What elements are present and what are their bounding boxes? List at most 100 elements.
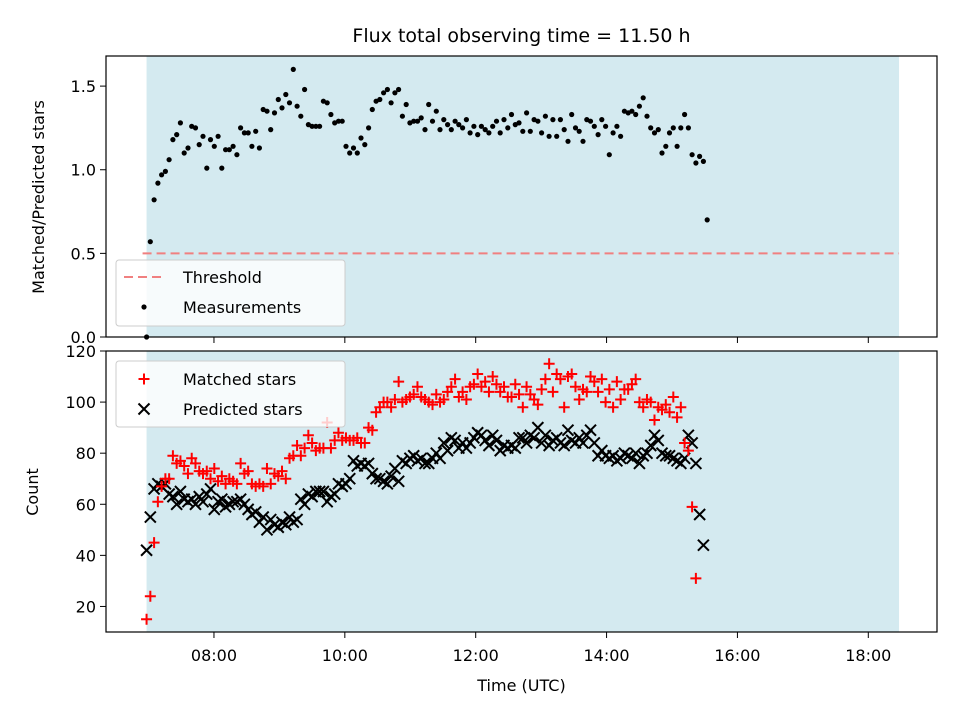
predicted-star-point	[659, 449, 672, 462]
predicted-star-point	[208, 503, 221, 516]
predicted-star-point	[144, 510, 157, 524]
measurement-point	[682, 111, 688, 118]
measurement-point	[527, 128, 533, 134]
matched-star-point	[216, 470, 228, 482]
matched-star-point	[536, 383, 548, 395]
matched-star-point	[679, 437, 691, 449]
matched-star-point	[648, 414, 660, 426]
measurement-point	[309, 123, 315, 129]
predicted-star-point	[166, 490, 180, 503]
matched-star-point	[690, 572, 702, 584]
matched-star-point	[205, 473, 217, 485]
measurement-point	[151, 197, 157, 203]
measurement-point	[283, 91, 289, 98]
measurement-point	[381, 90, 387, 96]
predicted-star-point	[697, 538, 710, 552]
measurement-point	[606, 152, 612, 158]
matched-star-point	[472, 368, 484, 380]
measurement-point	[226, 147, 232, 153]
top-legend-box	[115, 259, 346, 327]
predicted-star-point	[535, 436, 548, 450]
measurement-point	[358, 135, 364, 141]
measurement-point	[475, 132, 481, 138]
legend-matched-label: Matched stars	[183, 370, 296, 389]
predicted-star-point	[384, 469, 398, 483]
predicted-star-point	[633, 457, 646, 470]
matched-star-point	[630, 373, 642, 385]
measurement-point	[324, 100, 330, 106]
matched-star-point	[600, 396, 612, 408]
measurement-point	[587, 118, 594, 124]
measurement-point	[302, 86, 308, 93]
matched-star-point	[332, 427, 344, 439]
measurement-point	[636, 103, 643, 109]
measurement-point	[678, 125, 684, 131]
measurement-point	[520, 128, 526, 134]
top-panel: 0.0 0.5 1.0 1.5 Matched/Predicted stars Thr…	[29, 55, 938, 347]
matched-star-point	[645, 396, 657, 408]
bottom-legend: Matched stars Predicted stars	[115, 360, 346, 428]
matched-star-point	[393, 376, 405, 388]
matched-star-point	[325, 442, 337, 454]
measurement-point	[655, 127, 661, 133]
matched-star-point	[242, 465, 254, 477]
measurement-point	[463, 117, 469, 123]
matched-star-point	[430, 388, 442, 400]
measurement-point	[460, 125, 466, 131]
measurement-point	[223, 147, 229, 153]
bottom-y-tick-label: 40	[76, 546, 96, 565]
matched-star-point	[291, 440, 303, 452]
measurement-point	[535, 118, 541, 124]
predicted-star-point	[170, 498, 183, 511]
matched-star-point	[178, 460, 190, 472]
measurement-point	[550, 117, 556, 123]
matched-star-point	[445, 381, 457, 393]
matched-star-point	[299, 442, 311, 454]
measurement-point	[230, 143, 236, 149]
top-y-label: Matched/Predicted stars	[29, 100, 48, 294]
measurement-point	[159, 172, 165, 178]
measurement-point	[486, 130, 492, 136]
matched-star-point	[607, 401, 619, 413]
measurement-point	[215, 133, 221, 139]
matched-star-point	[163, 473, 175, 485]
predicted-star-point	[576, 436, 590, 450]
top-legend: Threshold Measurements	[115, 259, 346, 327]
matched-star-point	[592, 386, 604, 398]
matched-star-point	[603, 383, 615, 395]
matched-star-point	[671, 411, 683, 423]
matched-star-point	[517, 401, 529, 413]
matched-star-point	[408, 388, 420, 400]
matched-star-point	[509, 378, 521, 390]
matched-star-point	[588, 376, 600, 388]
legend-measurements-swatch	[141, 304, 147, 310]
predicted-star-point	[196, 495, 210, 508]
measurement-point	[437, 127, 443, 133]
measurement-point	[174, 132, 180, 138]
legend-measurements-label: Measurements	[183, 298, 301, 317]
bottom-x-tick-label: 12:00	[453, 646, 499, 665]
matched-star-point	[189, 457, 201, 469]
matched-star-point	[573, 394, 585, 406]
predicted-star-point	[644, 439, 657, 452]
bottom-x-tick-label: 10:00	[322, 646, 368, 665]
predicted-star-point	[204, 482, 217, 496]
measurement-point	[618, 133, 624, 139]
measurement-point	[317, 123, 323, 129]
measurement-point	[441, 117, 447, 123]
measurement-point	[414, 118, 421, 124]
measurement-point	[674, 143, 680, 149]
matched-star-point	[152, 496, 164, 508]
measurement-point	[663, 143, 669, 149]
measurement-point	[388, 100, 394, 106]
measurement-point	[651, 130, 658, 136]
bottom-panel: 20 40 60 80 100 120 08:00 10:00 12:00 14:00 16:00…	[23, 342, 938, 695]
bottom-x-tick-label: 16:00	[714, 646, 760, 665]
matched-star-point	[660, 399, 672, 411]
matched-star-point	[359, 437, 371, 449]
bottom-plot-frame	[105, 350, 938, 633]
predicted-star-point	[539, 429, 552, 442]
measurement-point	[170, 137, 176, 143]
predicted-star-point	[509, 441, 522, 455]
